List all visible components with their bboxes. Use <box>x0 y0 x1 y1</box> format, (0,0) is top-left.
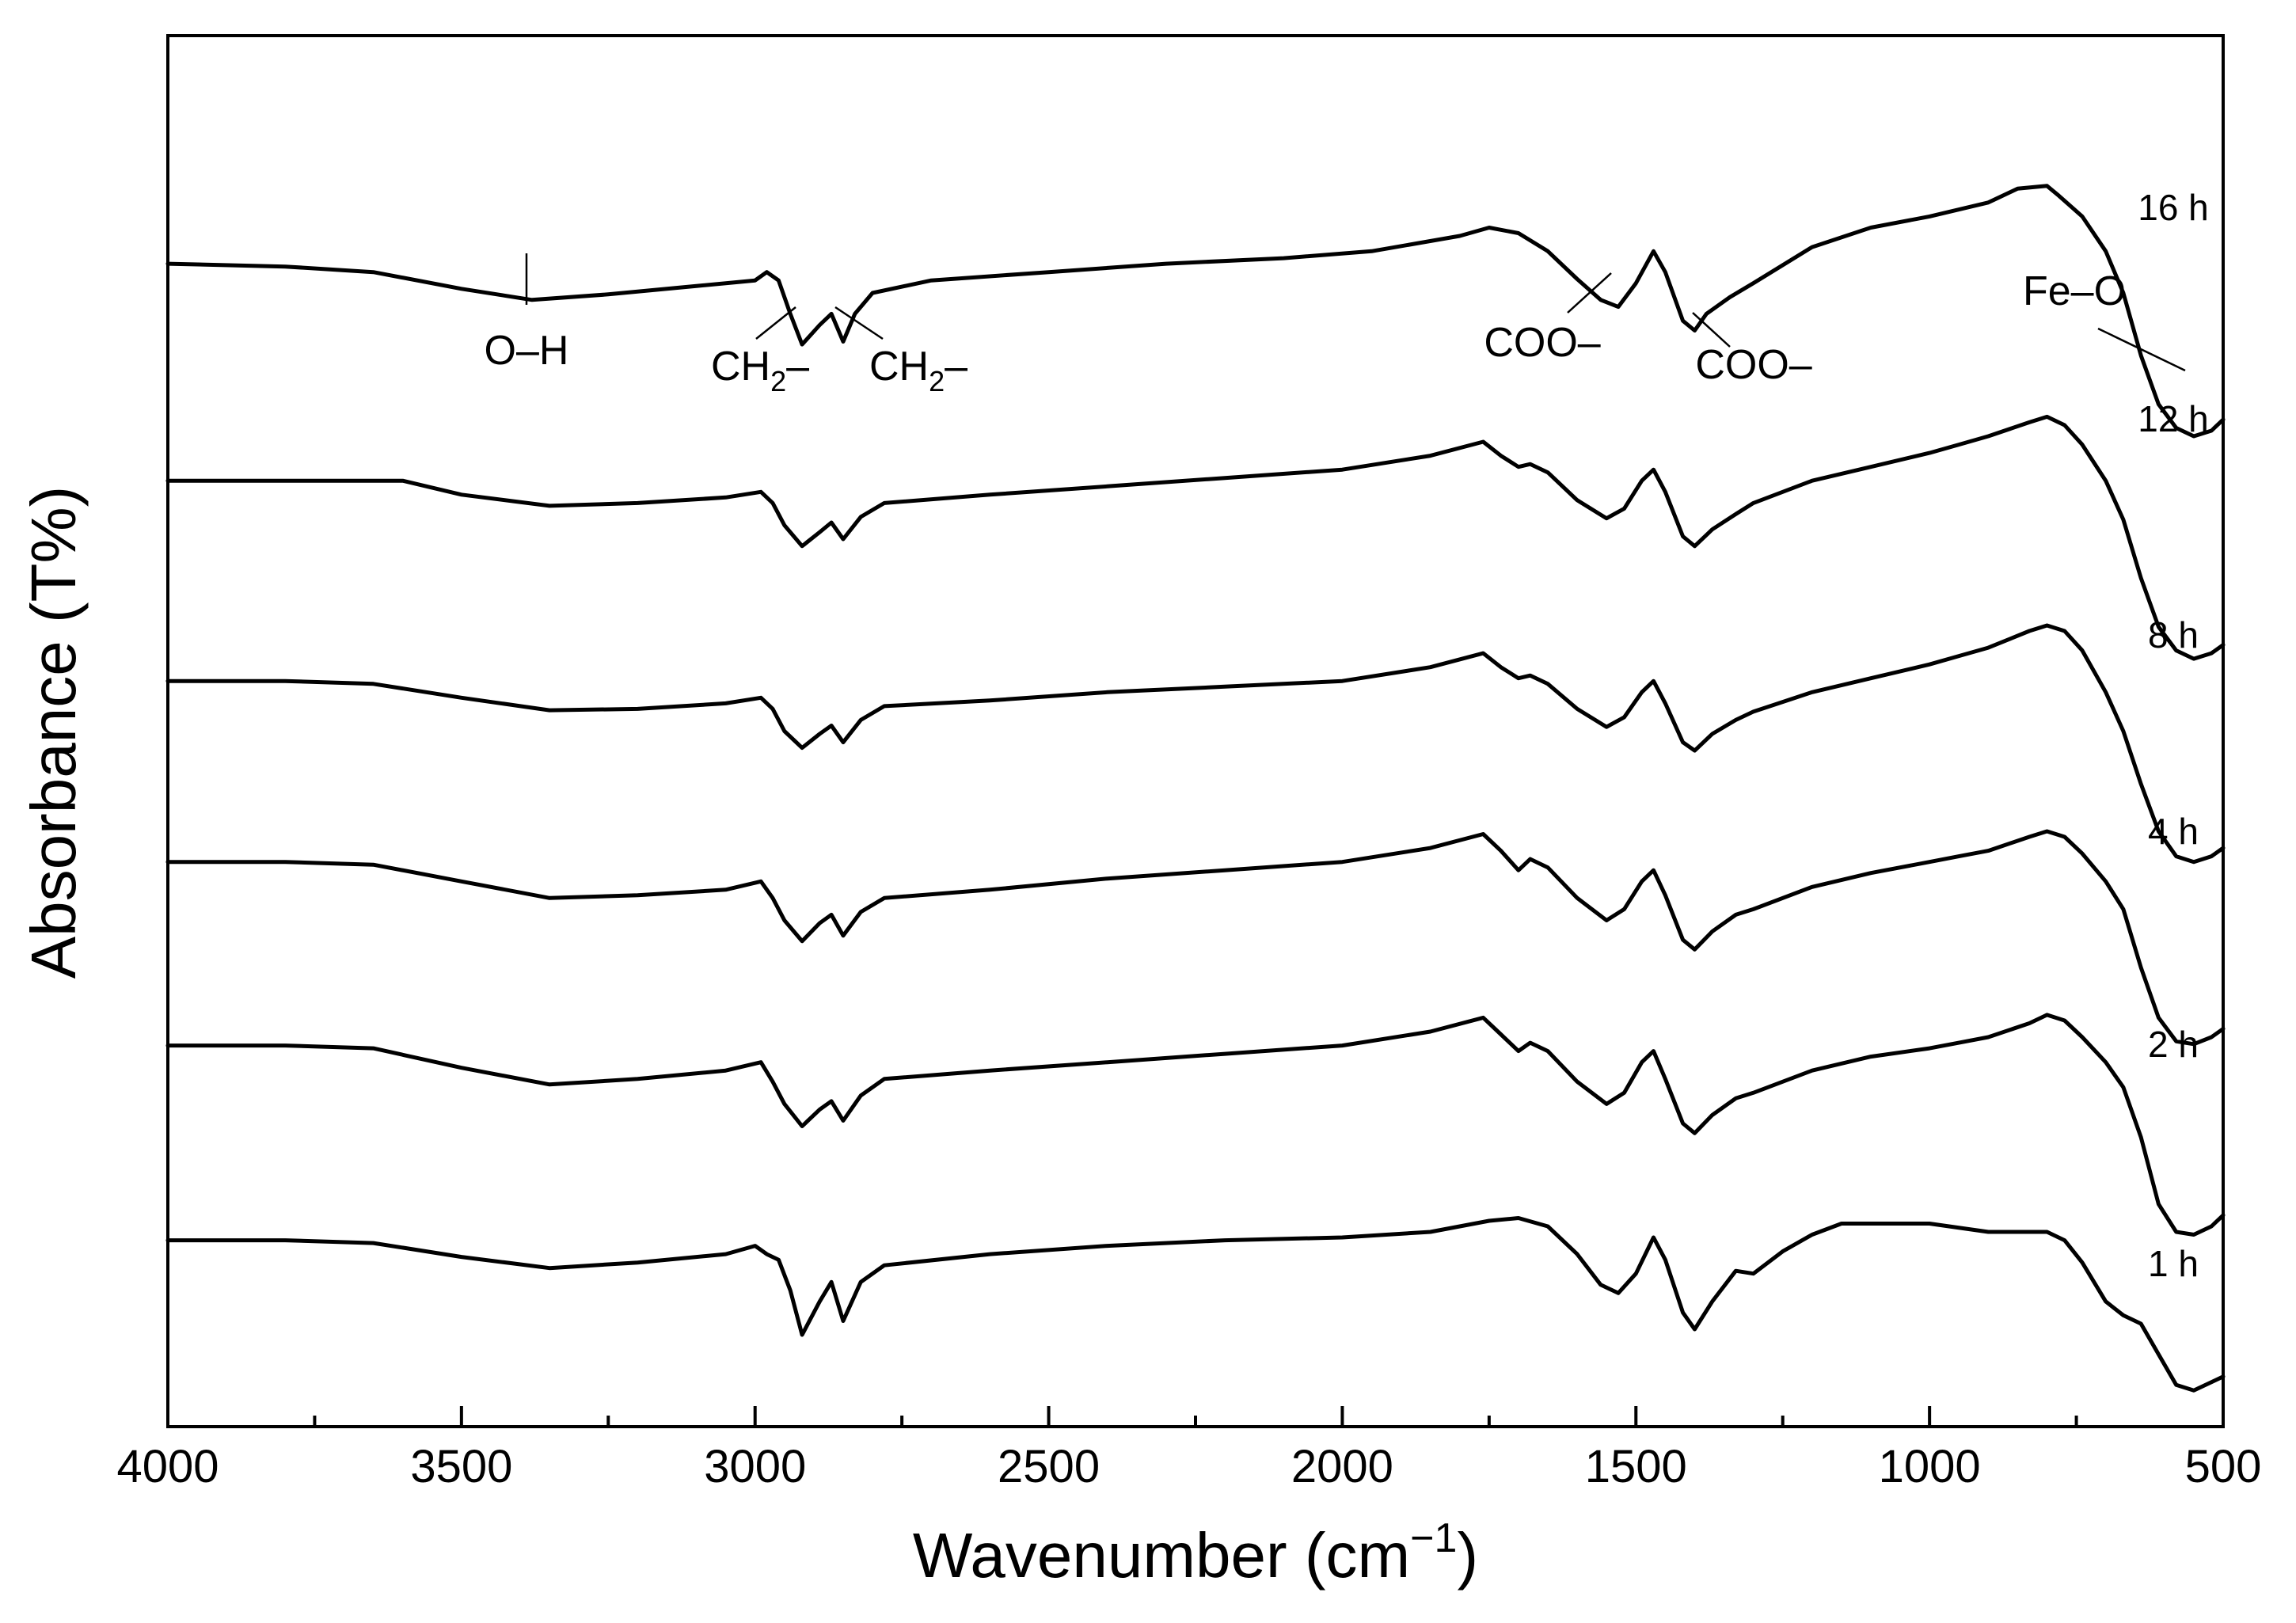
spectrum-line-8h <box>165 623 2226 865</box>
peak-label: O–H <box>485 328 569 374</box>
x-tick-label: 1000 <box>1879 1441 1981 1492</box>
x-axis-title: Wavenumber (cm−1) <box>913 1515 1478 1591</box>
x-tick-label: 3000 <box>704 1441 806 1492</box>
series-label: 1 h <box>2148 1243 2199 1284</box>
spectrum-line-2h <box>165 1013 2226 1237</box>
peak-annotations: O–H CH2– CH2– COO– COO– Fe–O <box>485 253 2186 397</box>
y-axis-title: Absorbance (T%) <box>18 486 89 979</box>
x-tick-label: 2500 <box>998 1441 1100 1492</box>
x-tick-label: 500 <box>2185 1441 2262 1492</box>
peak-label: CH2– <box>711 344 809 397</box>
spectrum-line-16h <box>165 184 2226 439</box>
x-tick-label: 4000 <box>116 1441 219 1492</box>
spectra-curves: 16 h 12 h 8 h 4 h 2 h 1 h <box>165 184 2226 1393</box>
x-tick-label: 2000 <box>1291 1441 1393 1492</box>
spectrum-line-12h <box>165 414 2226 661</box>
peak-label: COO– <box>1484 320 1600 366</box>
spectrum-line-1h <box>165 1216 2226 1393</box>
annotation-leader <box>1567 272 1612 314</box>
series-label: 8 h <box>2148 614 2199 656</box>
series-label: 16 h <box>2138 187 2209 228</box>
x-axis-ticks: 4000 3500 3000 2500 2000 1500 1000 500 <box>116 1406 2261 1492</box>
axes <box>166 34 2225 1428</box>
spectrum-line-4h <box>165 829 2226 1047</box>
peak-label: Fe–O <box>2023 268 2126 314</box>
peak-label: COO– <box>1695 342 1811 388</box>
annotation-leader <box>2097 327 2186 372</box>
series-label: 4 h <box>2148 811 2199 852</box>
annotation-leader <box>755 306 796 340</box>
series-label: 12 h <box>2138 398 2209 439</box>
series-label: 2 h <box>2148 1024 2199 1065</box>
x-tick-label: 3500 <box>410 1441 512 1492</box>
annotation-leader <box>834 306 884 340</box>
plot-frame <box>166 34 2225 1428</box>
x-tick-label: 1500 <box>1585 1441 1687 1492</box>
annotation-leader <box>1692 312 1731 348</box>
peak-label: CH2– <box>869 344 967 397</box>
